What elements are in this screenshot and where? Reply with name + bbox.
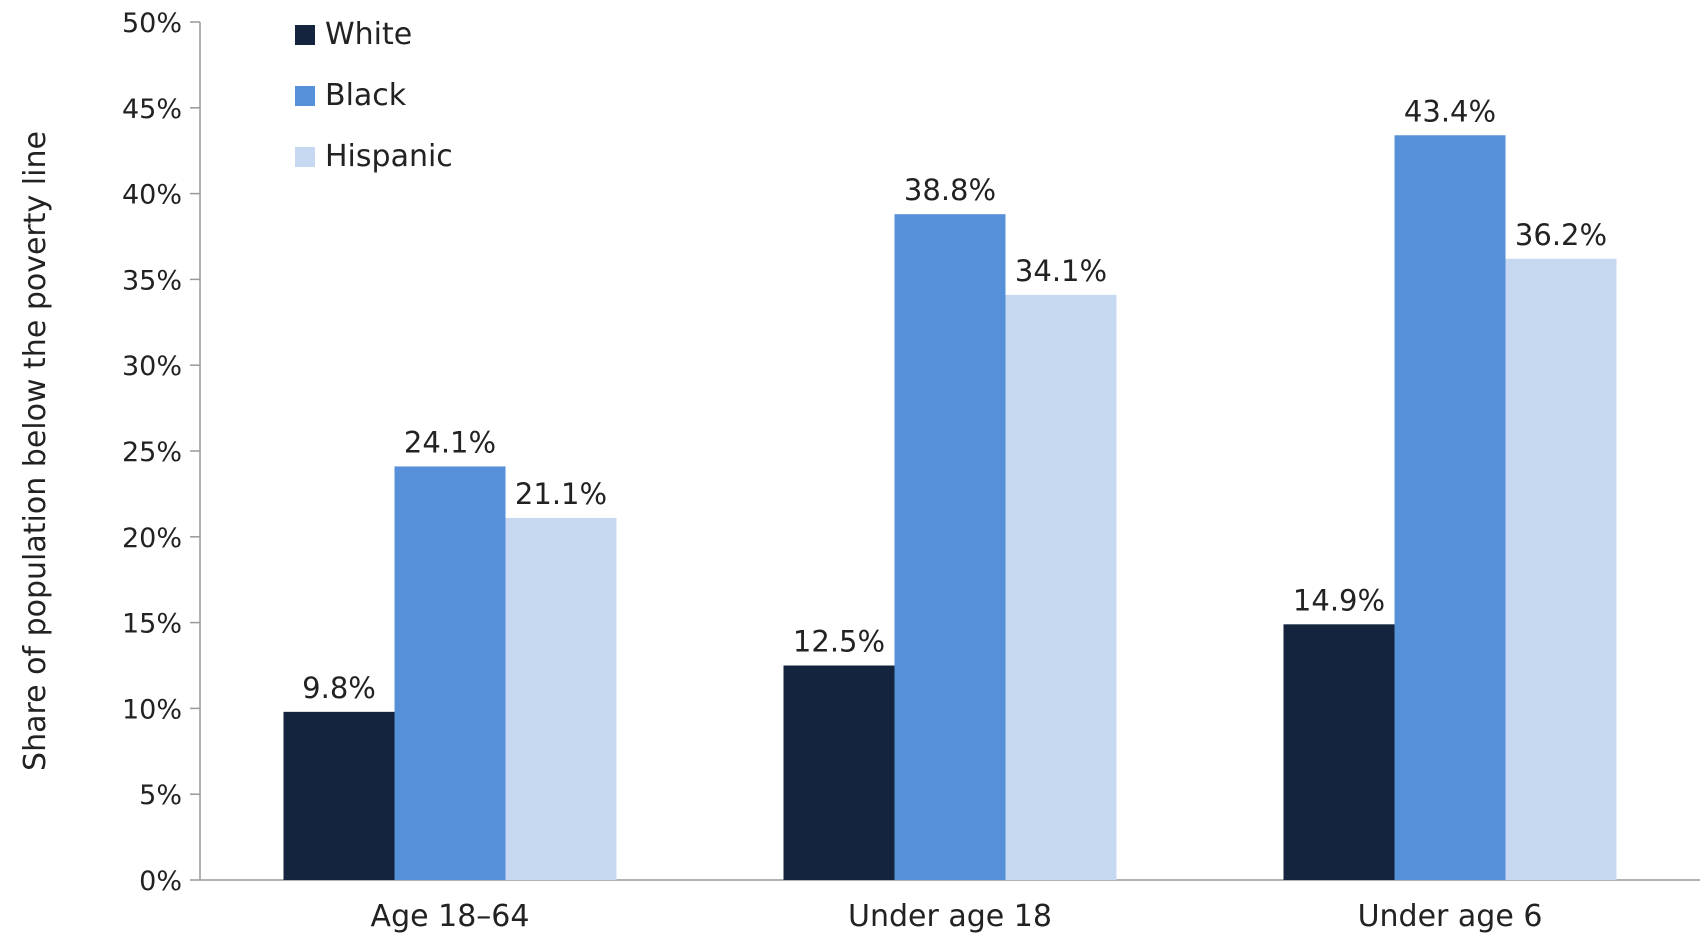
legend-label: Black <box>325 78 407 113</box>
y-tick-label: 20% <box>122 523 182 554</box>
bar-black-0 <box>394 466 506 880</box>
y-tick-label: 5% <box>139 780 182 811</box>
category-labels-group: Age 18–64 Under age 18 Under age 6 <box>371 899 1543 934</box>
bar-hispanic-1 <box>1005 294 1117 880</box>
y-tick-label: 50% <box>122 8 182 39</box>
y-tick-label: 35% <box>122 265 182 296</box>
data-label: 24.1% <box>404 425 496 459</box>
legend-label: White <box>325 17 412 52</box>
legend: White Black Hispanic <box>295 17 453 174</box>
bar-hispanic-0 <box>505 517 617 880</box>
data-label: 34.1% <box>1015 254 1107 288</box>
legend-swatch-white <box>295 25 315 45</box>
data-label: 43.4% <box>1404 94 1496 128</box>
category-label: Age 18–64 <box>371 899 530 934</box>
y-tick-label: 45% <box>122 94 182 125</box>
y-tick-label: 40% <box>122 180 182 211</box>
y-tick-label: 0% <box>139 866 182 897</box>
category-label: Under age 18 <box>848 899 1052 934</box>
legend-swatch-hispanic <box>295 147 315 167</box>
y-tick-label: 30% <box>122 351 182 382</box>
data-label: 9.8% <box>302 671 376 705</box>
bar-white-0 <box>283 711 395 880</box>
data-labels-group: 9.8% 24.1% 21.1% 12.5% 38.8% 34.1% 14.9% 43.4% 3… <box>302 94 1607 705</box>
y-tick-label: 25% <box>122 437 182 468</box>
category-label: Under age 6 <box>1358 899 1543 934</box>
bar-white-1 <box>783 665 895 880</box>
legend-label: Hispanic <box>325 139 453 174</box>
bar-black-1 <box>894 214 1006 880</box>
legend-swatch-black <box>295 86 315 106</box>
bar-hispanic-2 <box>1505 258 1617 881</box>
bar-white-2 <box>1283 624 1395 880</box>
y-axis-ticks: 0% 5% 10% 15% 20% 25% 30% 35% 40% 45% 50% <box>122 8 200 897</box>
y-tick-label: 15% <box>122 609 182 640</box>
data-label: 12.5% <box>793 625 885 659</box>
data-label: 21.1% <box>515 477 607 511</box>
y-axis-title: Share of population below the poverty li… <box>18 131 53 771</box>
y-tick-label: 10% <box>122 694 182 725</box>
data-label: 38.8% <box>904 173 996 207</box>
bars-group <box>283 135 1617 881</box>
data-label: 14.9% <box>1293 583 1385 617</box>
data-label: 36.2% <box>1515 218 1607 252</box>
bar-black-2 <box>1394 135 1506 881</box>
